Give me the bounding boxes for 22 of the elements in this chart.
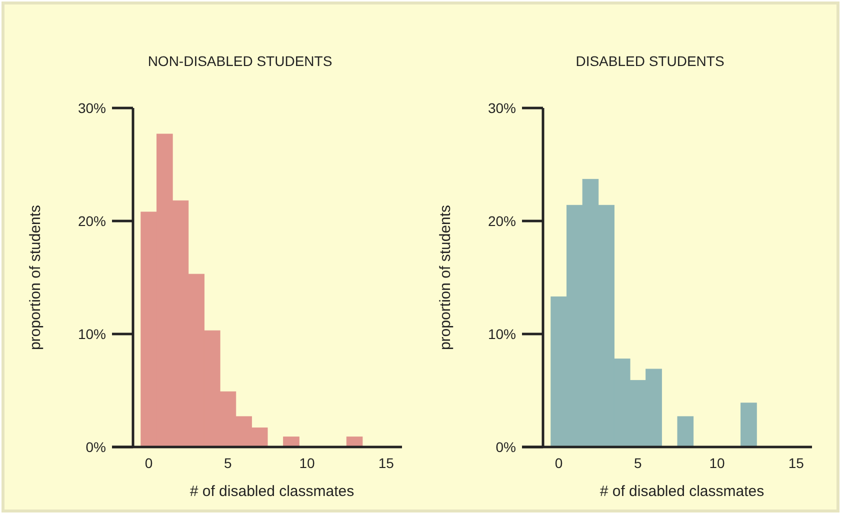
x-tick-label: 15 [378,455,394,471]
x-tick-label: 10 [299,455,316,471]
chart-title: NON-DISABLED STUDENTS [148,53,332,69]
y-tick-label: 30% [78,100,106,116]
y-tick-label: 0% [86,439,106,455]
y-tick-label: 20% [78,213,106,229]
y-tick-label: 10% [488,326,516,342]
x-tick-label: 0 [554,455,563,471]
x-tick-label: 10 [709,455,726,471]
x-axis-title: # of disabled classmates [600,483,764,500]
y-tick-label: 20% [488,213,516,229]
x-axis-title: # of disabled classmates [190,483,354,500]
x-tick-label: 15 [788,455,804,471]
x-tick-label: 5 [634,455,642,471]
y-tick-label: 30% [488,100,516,116]
y-axis-title: proportion of students [437,204,454,350]
chart-title: DISABLED STUDENTS [576,53,724,69]
y-axis-title: proportion of students [27,204,44,350]
y-tick-label: 0% [496,439,516,455]
x-tick-label: 5 [224,455,232,471]
x-tick-label: 0 [144,455,153,471]
y-tick-label: 10% [78,326,106,342]
